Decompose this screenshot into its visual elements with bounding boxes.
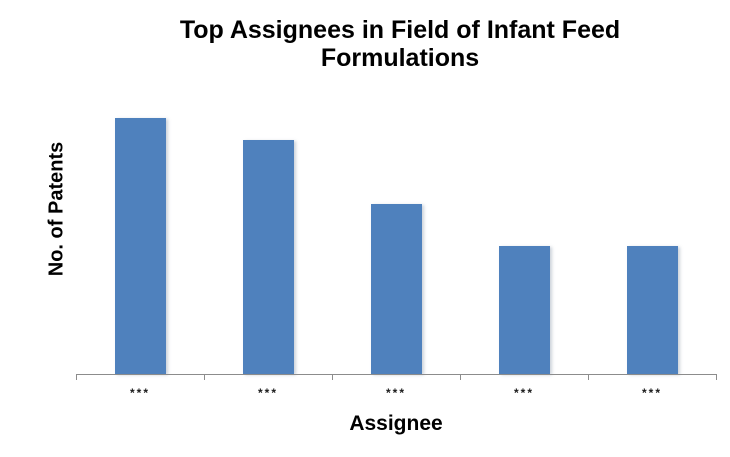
bar-1 — [115, 118, 166, 374]
x-tick-label: *** — [641, 386, 662, 400]
x-axis-tick — [716, 375, 717, 380]
x-tick-label: *** — [385, 386, 406, 400]
bar-2 — [243, 140, 294, 374]
x-tick-labels: *** *** *** *** *** — [76, 386, 716, 402]
x-tick-label: *** — [129, 386, 150, 400]
bar-4 — [499, 246, 550, 374]
x-axis-tick — [332, 375, 333, 380]
x-tick-label: *** — [257, 386, 278, 400]
x-tick-label: *** — [513, 386, 534, 400]
x-axis-line — [76, 374, 717, 375]
bar-5 — [627, 246, 678, 374]
bar-3 — [371, 204, 422, 374]
x-axis-tick — [76, 375, 77, 380]
y-axis-title: No. of Patents — [45, 141, 68, 277]
x-axis-tick — [204, 375, 205, 380]
x-axis-ticks — [76, 375, 717, 380]
chart-title: Top Assignees in Field of Infant Feed Fo… — [80, 16, 720, 72]
chart-title-line-2: Formulations — [320, 44, 480, 72]
x-axis-title: Assignee — [349, 412, 443, 435]
chart-title-line-1: Top Assignees in Field of Infant Feed — [179, 16, 621, 44]
x-axis-tick — [588, 375, 589, 380]
x-axis-tick — [460, 375, 461, 380]
plot-area — [76, 97, 716, 374]
